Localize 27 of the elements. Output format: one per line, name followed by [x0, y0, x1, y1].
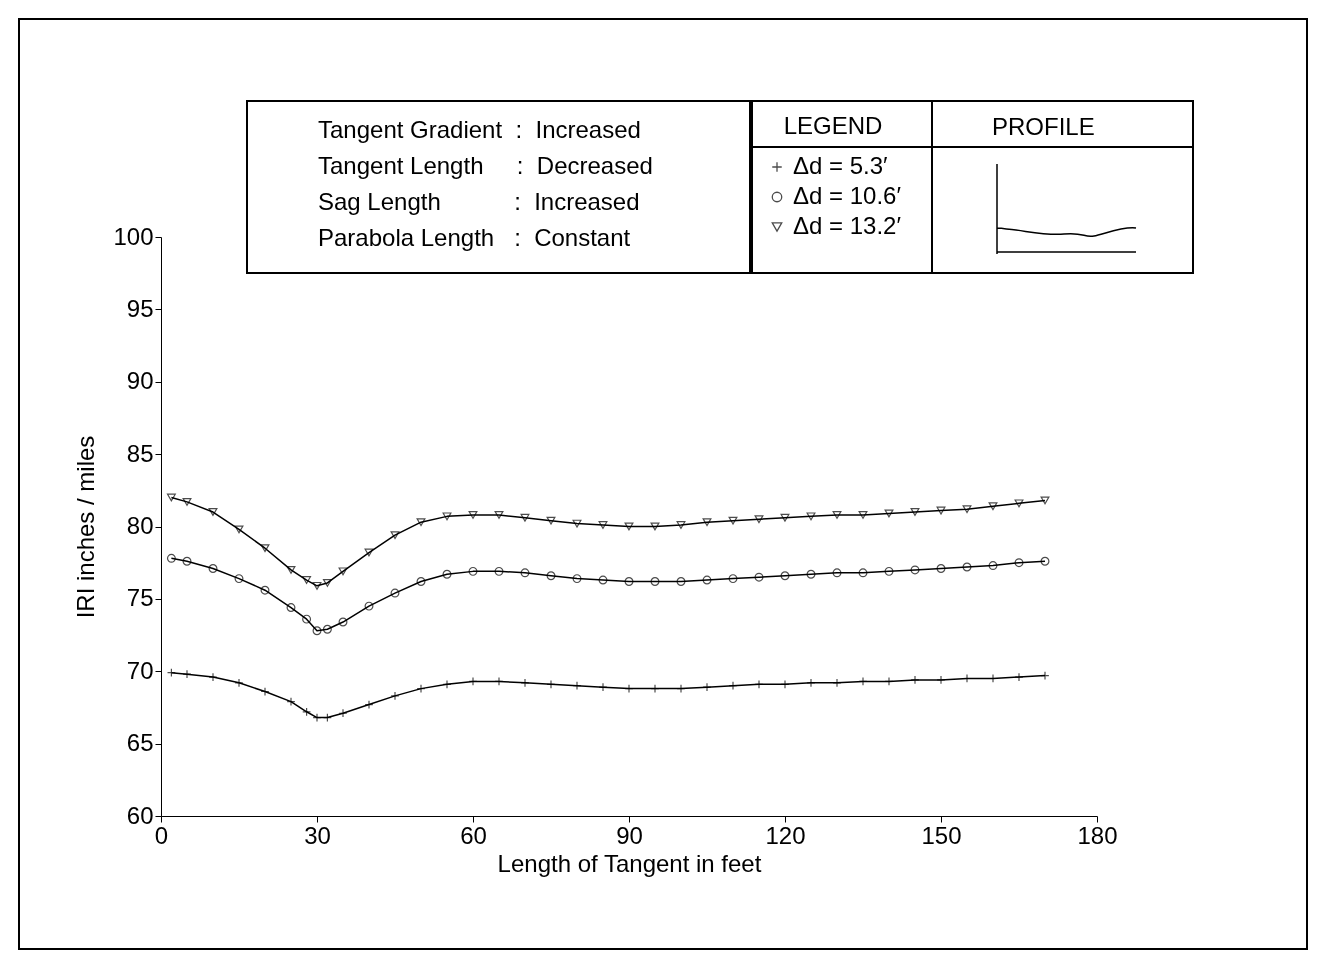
- x-tick-label: 0: [154, 821, 169, 849]
- x-tick-label: 120: [765, 821, 806, 849]
- annotation: Parabola Length : Constant: [318, 224, 631, 252]
- y-tick-label: 90: [126, 367, 154, 395]
- legend-label: Δd = 5.3′: [793, 152, 889, 179]
- y-tick-label: 70: [126, 656, 154, 684]
- y-tick-label: 100: [113, 222, 154, 250]
- y-tick-label: 95: [126, 294, 154, 322]
- x-tick-label: 30: [304, 821, 331, 849]
- legend-label: Δd = 10.6′: [793, 182, 902, 209]
- x-tick-label: 180: [1077, 821, 1118, 849]
- x-tick-label: 150: [921, 821, 962, 849]
- legend-label: Δd = 13.2′: [793, 212, 902, 239]
- x-tick-label: 90: [616, 821, 643, 849]
- legend-title: LEGEND: [783, 112, 883, 139]
- text: Sag Length : Increased: [318, 188, 640, 216]
- text: Tangent Length : Decreased: [318, 152, 653, 180]
- y-tick-label: 65: [126, 729, 154, 757]
- y-tick-label: 75: [126, 584, 154, 612]
- y-tick-label: 80: [126, 512, 154, 539]
- text: Tangent Gradient : Increased: [318, 116, 641, 144]
- x-tick-label: 60: [460, 821, 487, 849]
- y-tick-label: 60: [126, 801, 154, 829]
- y-tick-label: 85: [126, 439, 154, 467]
- x-axis-title: Length of Tangent in feet: [497, 849, 762, 877]
- y-axis-title: IRI inches / miles: [72, 435, 100, 619]
- text: PROFILE: [992, 113, 1095, 141]
